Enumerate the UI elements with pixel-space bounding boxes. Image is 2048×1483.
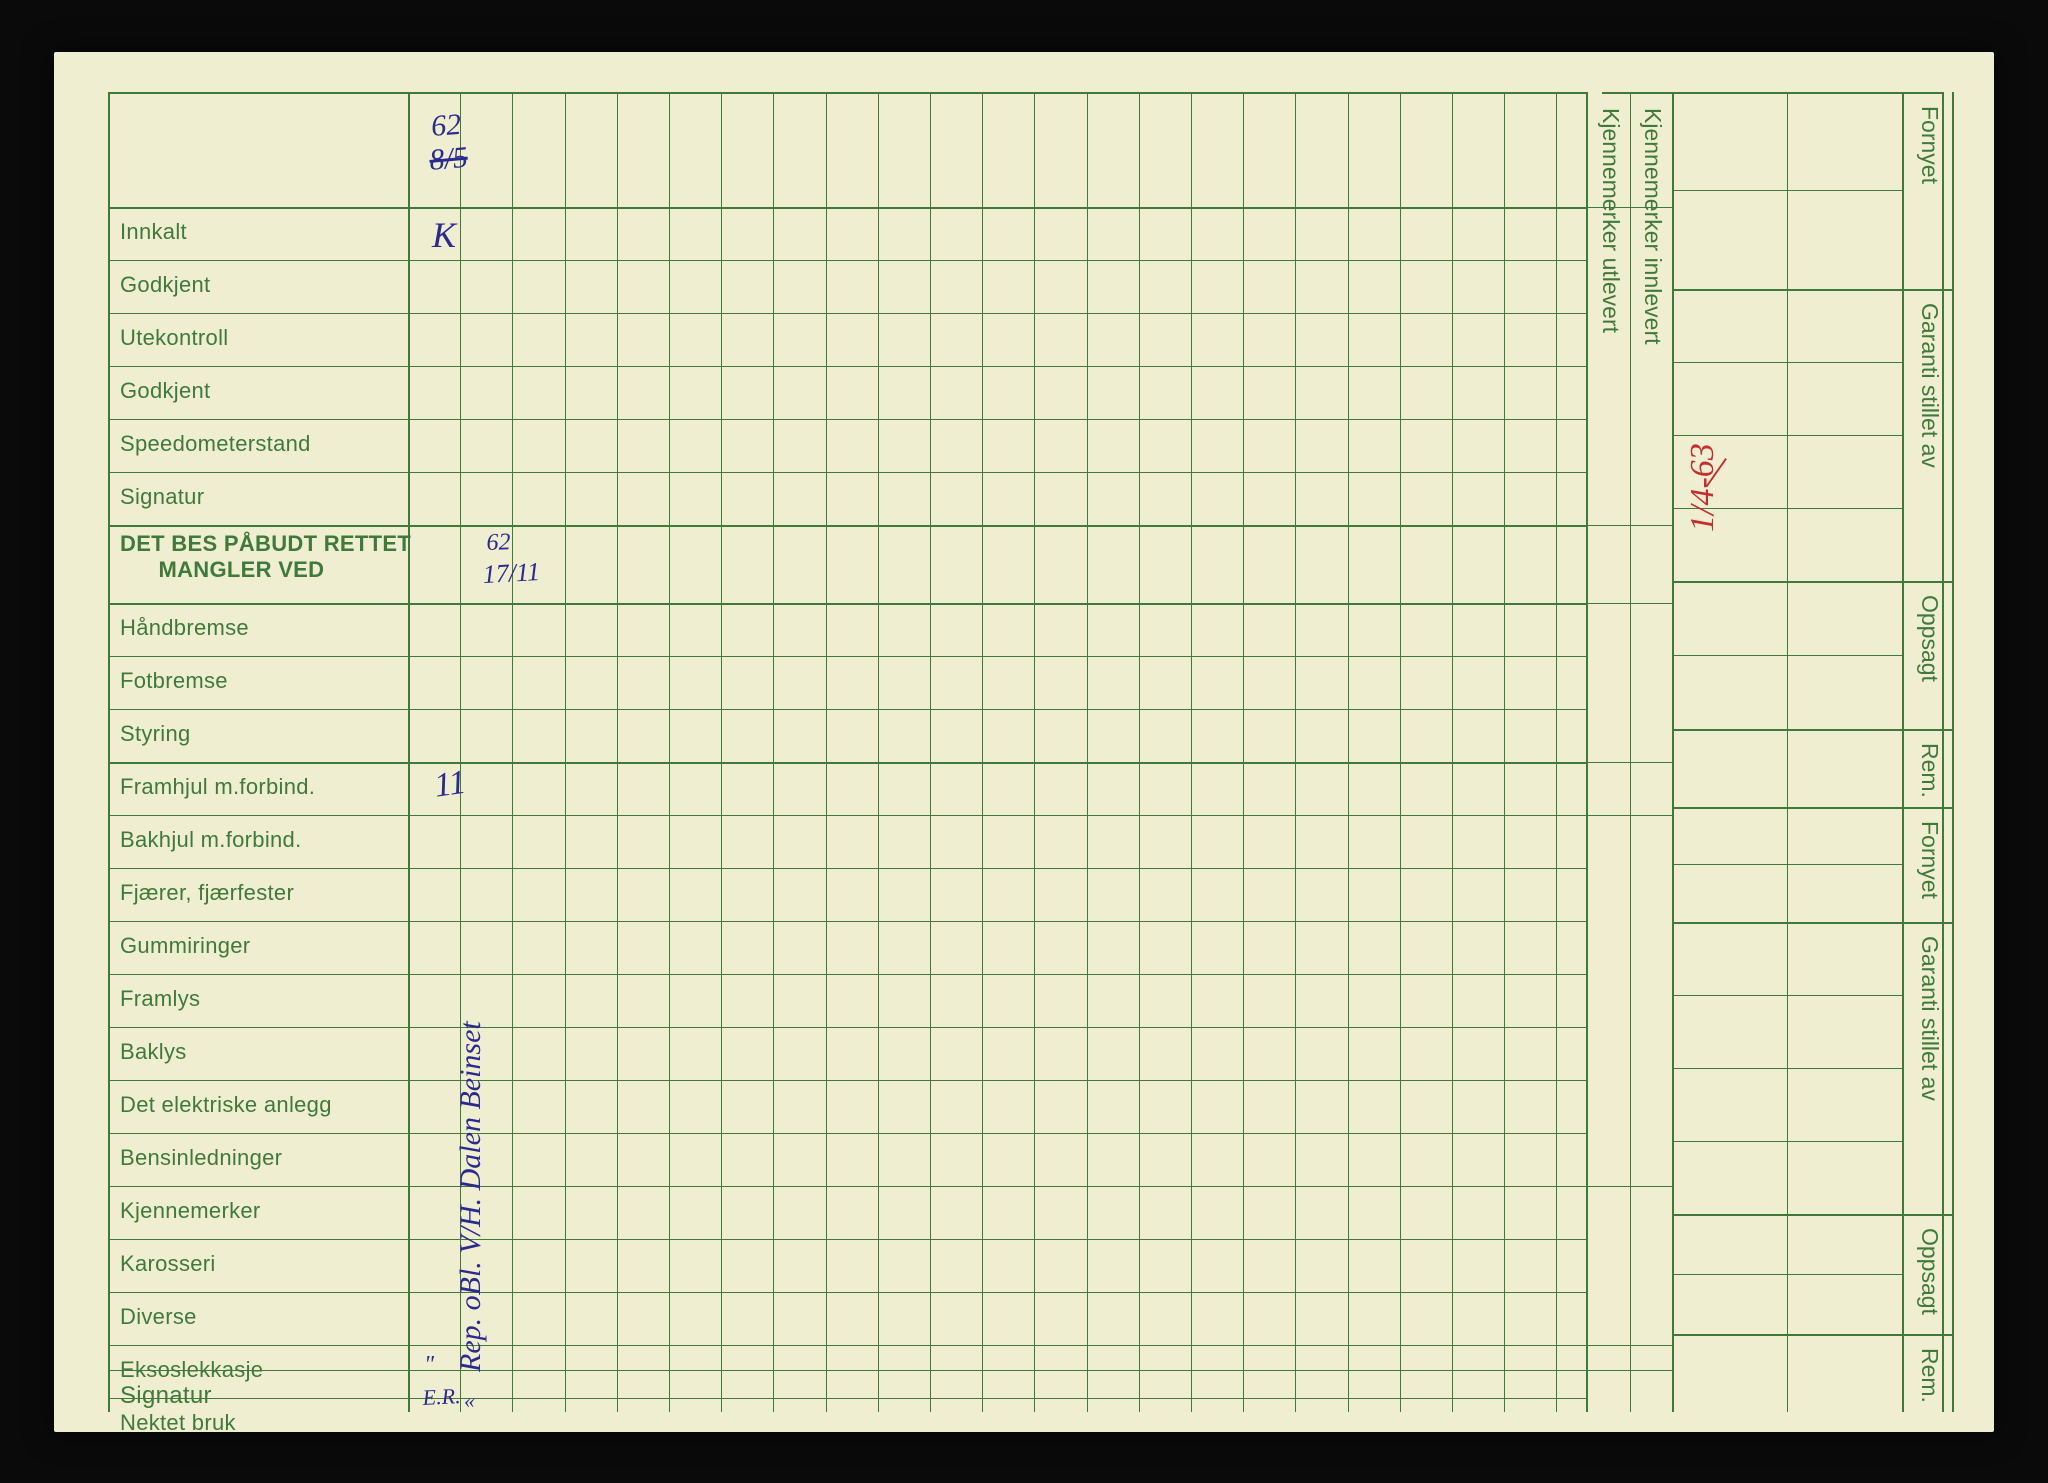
row-label: DET BES PÅBUDT RETTET MANGLER VED (120, 531, 411, 583)
right-section-label: Rem. (1916, 743, 1943, 798)
inspection-card: Innkalt Godkjent Utekontroll Godkjent Speedo… (54, 52, 1994, 1432)
handwriting: " (424, 1352, 434, 1379)
right-section-label: Oppsagt (1916, 1228, 1943, 1315)
row-label: Signatur (120, 484, 204, 510)
row-label: Styring (120, 721, 191, 747)
handwriting: 62 (430, 107, 462, 143)
row-label: Bakhjul m.forbind. (120, 827, 302, 853)
row-label: Speedometerstand (120, 431, 311, 457)
row-label: Karosseri (120, 1251, 216, 1277)
row-label: Innkalt (120, 219, 187, 245)
label-signatur-bottom: Signatur (120, 1382, 212, 1410)
right-section-label: Oppsagt (1916, 595, 1943, 682)
row-label: Håndbremse (120, 615, 249, 641)
row-label: Kjennemerker (120, 1198, 261, 1224)
right-section-label: Fornyet (1916, 821, 1943, 899)
right-section-label: Fornyet (1916, 106, 1943, 184)
handwriting: E.R. (422, 1383, 461, 1411)
handwriting: 11 (432, 763, 468, 805)
row-label: Baklys (120, 1039, 187, 1065)
handwriting: 17/11 (482, 557, 541, 590)
row-label: Framhjul m.forbind. (120, 774, 315, 800)
handwriting: « (464, 1388, 475, 1414)
right-section-label: Garanti stillet av (1916, 303, 1943, 468)
row-label: Fotbremse (120, 668, 228, 694)
handwriting: 8/5 (428, 140, 469, 177)
handwriting: Rep. oBl. V/H. Dalen Beinset (454, 1021, 488, 1372)
right-section-label: Rem. (1916, 1348, 1943, 1403)
main-grid-frame (108, 92, 1588, 1412)
row-label: Nektet bruk (120, 1410, 236, 1436)
row-label: Framlys (120, 986, 200, 1012)
row-label: Bensinledninger (120, 1145, 282, 1171)
row-label: Godkjent (120, 272, 210, 298)
handwriting: K (432, 214, 456, 256)
row-label: Diverse (120, 1304, 197, 1330)
row-label: Det elektriske anlegg (120, 1092, 332, 1118)
row-label: Gummiringer (120, 933, 250, 959)
row-label: Fjærer, fjærfester (120, 880, 294, 906)
handwriting: 62 (486, 529, 511, 557)
row-label: Godkjent (120, 378, 210, 404)
right-section-label: Garanti stillet av (1916, 936, 1943, 1101)
row-label: Utekontroll (120, 325, 228, 351)
